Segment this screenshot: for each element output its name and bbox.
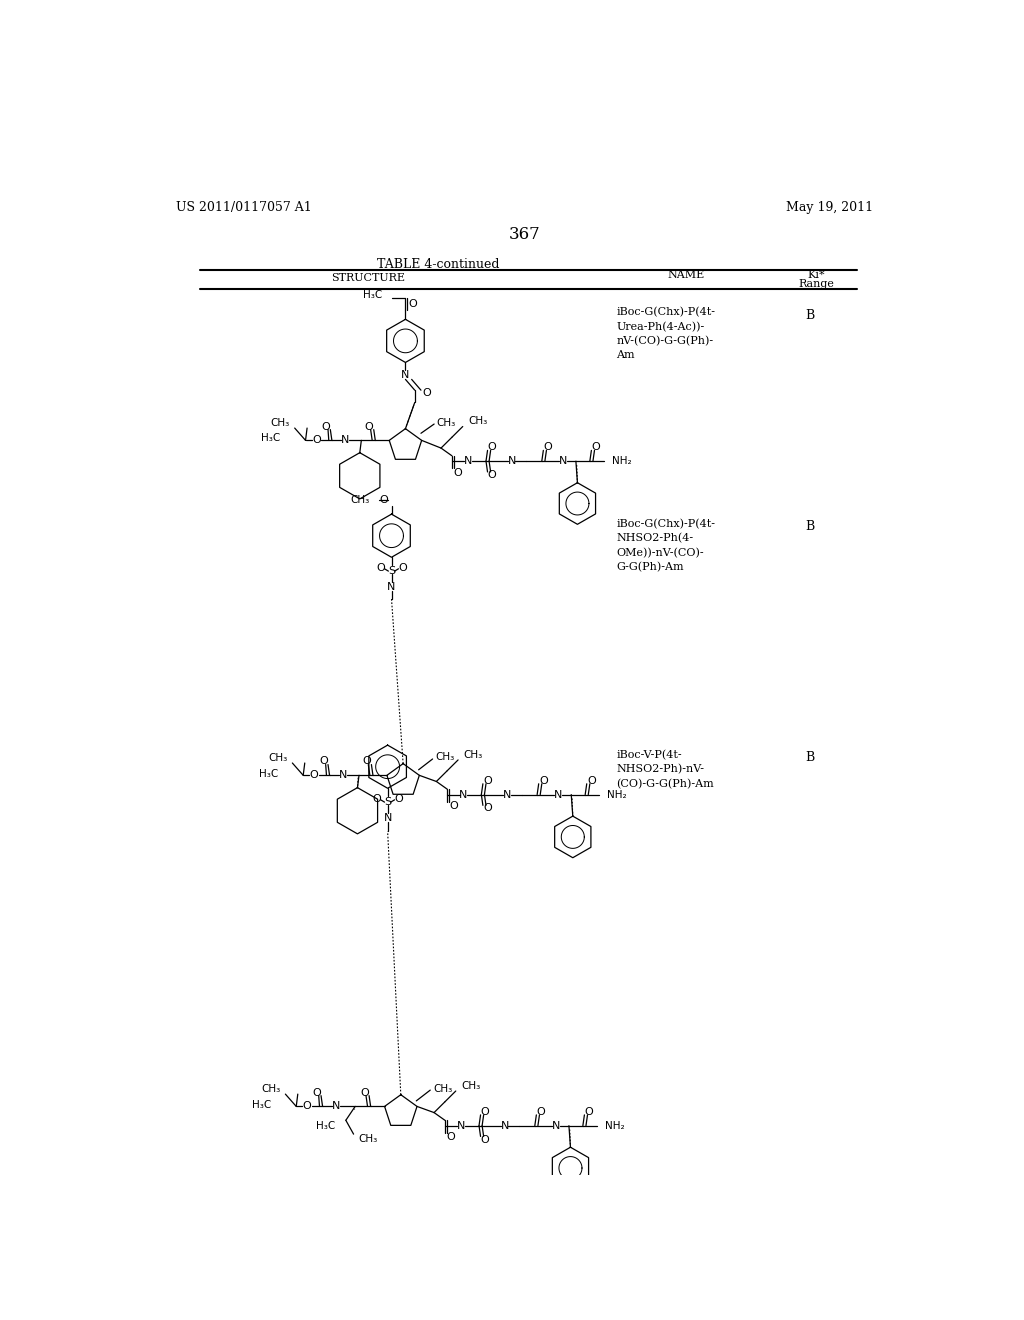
Text: O: O xyxy=(398,564,407,573)
Text: N: N xyxy=(460,789,468,800)
Text: O: O xyxy=(537,1106,546,1117)
Text: N: N xyxy=(383,813,392,822)
Text: CH₃: CH₃ xyxy=(350,495,370,506)
Text: CH₃: CH₃ xyxy=(435,752,455,763)
Text: NH₂: NH₂ xyxy=(607,789,627,800)
Text: CH₃: CH₃ xyxy=(464,750,482,759)
Text: O: O xyxy=(587,776,596,785)
Text: O: O xyxy=(319,756,328,767)
Text: STRUCTURE: STRUCTURE xyxy=(331,273,406,282)
Text: CH₃: CH₃ xyxy=(468,416,487,426)
Text: N: N xyxy=(558,457,567,466)
Text: May 19, 2011: May 19, 2011 xyxy=(786,201,873,214)
Text: N: N xyxy=(387,582,395,591)
Text: Ki*: Ki* xyxy=(807,271,825,280)
Text: H₃C: H₃C xyxy=(261,433,281,444)
Text: NAME: NAME xyxy=(668,271,705,280)
Text: O: O xyxy=(312,1088,321,1097)
Text: CH₃: CH₃ xyxy=(433,1084,453,1093)
Text: O: O xyxy=(483,804,492,813)
Text: O: O xyxy=(365,421,374,432)
Text: O: O xyxy=(592,442,600,453)
Text: O: O xyxy=(303,1101,311,1111)
Text: O: O xyxy=(454,467,463,478)
Text: N: N xyxy=(464,457,472,466)
Text: O: O xyxy=(423,388,431,399)
Text: US 2011/0117057 A1: US 2011/0117057 A1 xyxy=(176,201,311,214)
Text: N: N xyxy=(341,436,349,445)
Text: N: N xyxy=(552,1121,560,1131)
Text: O: O xyxy=(322,421,330,432)
Text: N: N xyxy=(507,457,516,466)
Text: O: O xyxy=(380,495,388,506)
Text: CH₃: CH₃ xyxy=(268,754,288,763)
Text: S: S xyxy=(388,566,395,576)
Text: O: O xyxy=(446,1133,456,1142)
Text: N: N xyxy=(554,789,562,800)
Text: NH₂: NH₂ xyxy=(604,1121,625,1131)
Text: O: O xyxy=(544,442,552,453)
Text: iBoc-G(Chx)-P(4t-
Urea-Ph(4-Ac))-
nV-(CO)-G-G(Ph)-
Am: iBoc-G(Chx)-P(4t- Urea-Ph(4-Ac))- nV-(CO… xyxy=(616,308,715,360)
Text: B: B xyxy=(805,309,815,322)
Text: CH₃: CH₃ xyxy=(261,1085,281,1094)
Text: N: N xyxy=(501,1121,509,1131)
Text: N: N xyxy=(339,771,347,780)
Text: H₃C: H₃C xyxy=(315,1122,335,1131)
Text: NH₂: NH₂ xyxy=(611,457,631,466)
Text: H₃C: H₃C xyxy=(252,1101,271,1110)
Text: O: O xyxy=(362,756,371,767)
Text: N: N xyxy=(457,1121,465,1131)
Text: H₃C: H₃C xyxy=(259,770,279,779)
Text: CH₃: CH₃ xyxy=(358,1134,378,1143)
Text: O: O xyxy=(585,1106,594,1117)
Text: O: O xyxy=(394,795,402,804)
Text: B: B xyxy=(805,751,815,764)
Text: O: O xyxy=(481,1106,489,1117)
Text: iBoc-G(Chx)-P(4t-
NHSO2-Ph(4-
OMe))-nV-(CO)-
G-G(Ph)-Am: iBoc-G(Chx)-P(4t- NHSO2-Ph(4- OMe))-nV-(… xyxy=(616,519,715,573)
Text: O: O xyxy=(376,564,385,573)
Text: O: O xyxy=(373,795,381,804)
Text: H₃C: H₃C xyxy=(362,289,382,300)
Text: S: S xyxy=(384,797,391,807)
Text: CH₃: CH₃ xyxy=(436,417,456,428)
Text: TABLE 4-continued: TABLE 4-continued xyxy=(377,259,500,272)
Text: 367: 367 xyxy=(509,226,541,243)
Text: O: O xyxy=(312,436,321,445)
Text: B: B xyxy=(805,520,815,533)
Text: CH₃: CH₃ xyxy=(461,1081,480,1090)
Text: O: O xyxy=(360,1088,369,1097)
Text: O: O xyxy=(539,776,548,785)
Text: O: O xyxy=(481,1134,489,1144)
Text: N: N xyxy=(332,1101,340,1111)
Text: O: O xyxy=(487,442,497,453)
Text: O: O xyxy=(483,776,492,785)
Text: Range: Range xyxy=(799,279,835,289)
Text: N: N xyxy=(503,789,511,800)
Text: iBoc-V-P(4t-
NHSO2-Ph)-nV-
(CO)-G-G(Ph)-Am: iBoc-V-P(4t- NHSO2-Ph)-nV- (CO)-G-G(Ph)-… xyxy=(616,750,714,789)
Text: O: O xyxy=(487,470,497,480)
Text: N: N xyxy=(401,370,410,380)
Text: O: O xyxy=(409,298,418,309)
Text: O: O xyxy=(450,801,458,810)
Text: O: O xyxy=(309,771,318,780)
Text: CH₃: CH₃ xyxy=(270,418,290,429)
